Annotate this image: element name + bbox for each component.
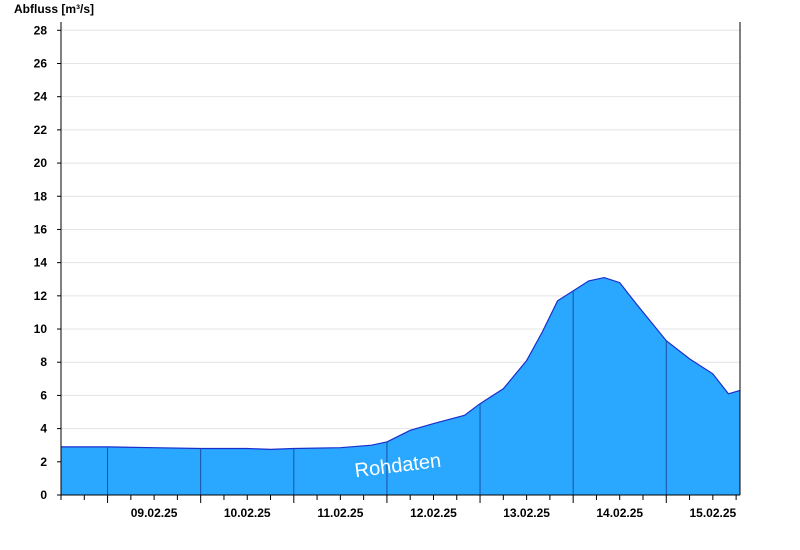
y-tick-label: 8 [40,355,47,369]
y-tick-label: 16 [34,222,48,236]
discharge-area [61,277,740,495]
y-tick-label: 18 [34,189,48,203]
plot-area [61,276,741,495]
y-tick-label: 6 [40,388,47,402]
x-tick-label: 15.02.25 [689,506,736,520]
y-tick-label: 10 [34,322,48,336]
y-tick-label: 24 [34,90,48,104]
x-tick-label: 13.02.25 [503,506,550,520]
y-tick-label: 0 [40,488,47,502]
y-tick-label: 20 [34,156,48,170]
y-tick-label: 26 [34,56,48,70]
y-tick-label: 12 [34,289,48,303]
x-tick-label: 10.02.25 [224,506,271,520]
grid-lines [61,29,740,463]
y-tick-label: 2 [40,455,47,469]
axes [60,22,741,496]
x-axis-ticks: 09.02.25 10.02.25 11.02.25 12.02.25 13.02.25… [60,495,737,520]
x-tick-label: 14.02.25 [596,506,643,520]
y-axis-label: Abfluss [m³/s] [14,2,94,16]
y-tick-label: 28 [34,23,48,37]
discharge-line [61,276,741,451]
y-tick-label: 4 [40,422,47,436]
x-tick-label: 09.02.25 [131,506,178,520]
x-tick-label: 12.02.25 [410,506,457,520]
y-tick-label: 22 [34,123,48,137]
x-tick-label: 11.02.25 [317,506,363,520]
y-tick-label: 14 [34,256,48,270]
